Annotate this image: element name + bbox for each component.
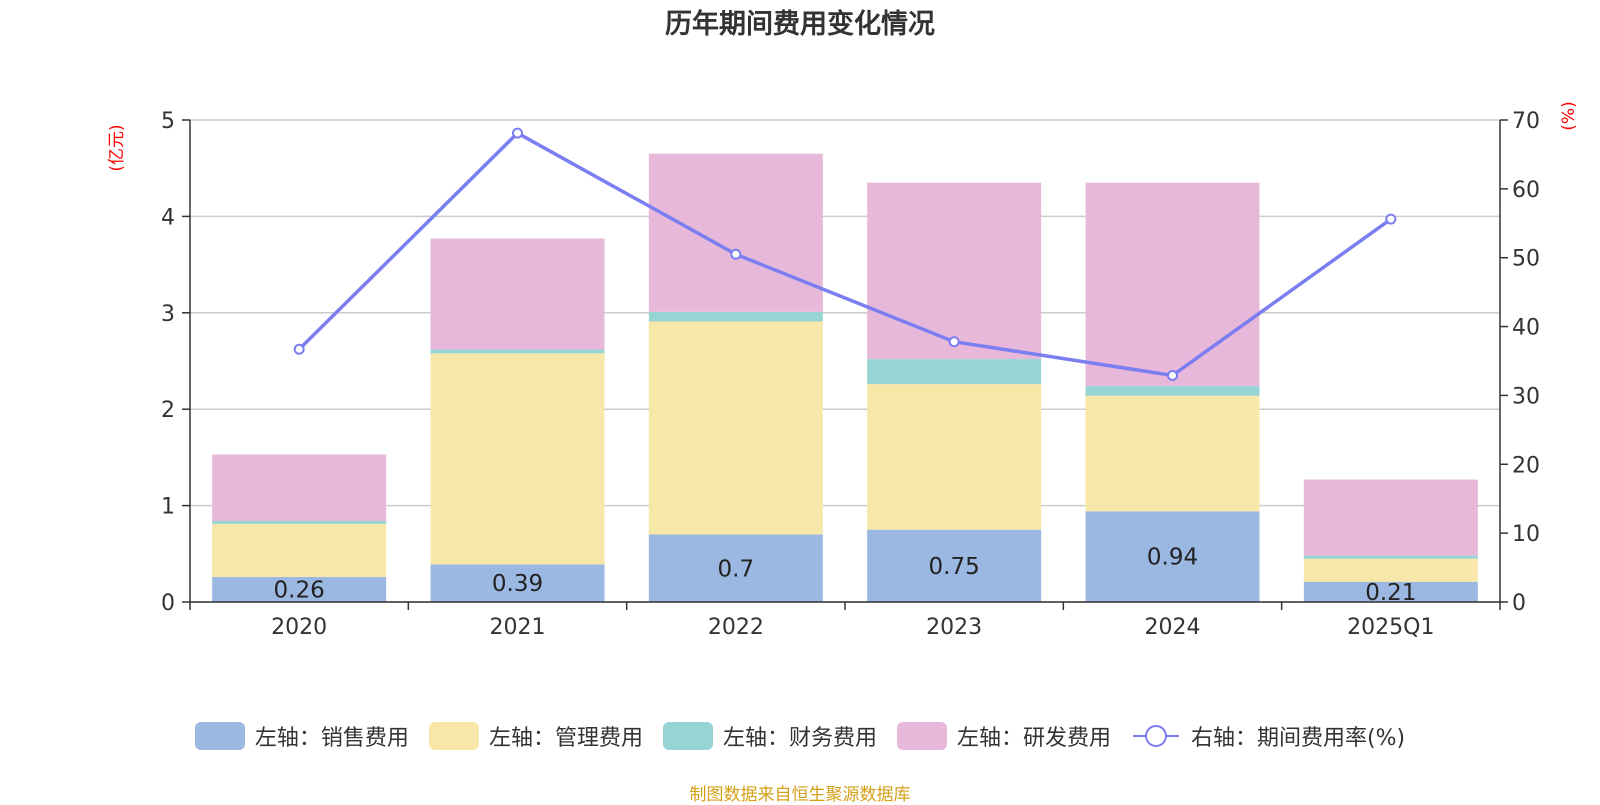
bar-admin — [867, 384, 1042, 530]
legend-label-expense-ratio: 右轴：期间费用率(%) — [1190, 726, 1406, 751]
legend-label-rnd: 左轴：研发费用 — [956, 726, 1111, 751]
right-axis-tick-label: 10 — [1512, 522, 1540, 547]
bar-rnd — [1085, 182, 1260, 387]
bar-data-label: 0.75 — [929, 554, 980, 580]
bar-rnd — [648, 153, 823, 312]
legend-label-finance: 左轴：财务费用 — [722, 726, 877, 751]
right-axis-tick-label: 60 — [1512, 178, 1540, 203]
bar-admin — [212, 523, 387, 577]
bar-rnd — [1303, 479, 1478, 556]
right-axis-tick-label: 50 — [1512, 247, 1540, 272]
bar-sales — [212, 576, 387, 602]
expense-ratio-point — [730, 248, 742, 260]
source-footer: 制图数据来自恒生聚源数据库 — [689, 785, 911, 805]
bar-admin — [430, 353, 605, 565]
right-axis-tick-label: 30 — [1512, 384, 1540, 409]
legend-item-finance[interactable]: 左轴：财务费用 — [662, 720, 877, 752]
chart-title: 历年期间费用变化情况 — [665, 9, 935, 40]
x-axis-tick-label: 2025Q1 — [1347, 615, 1434, 640]
bar-admin — [1085, 395, 1260, 512]
legend-label-admin: 左轴：管理费用 — [488, 726, 643, 751]
right-axis-tick-label: 70 — [1512, 109, 1540, 134]
legend-item-rnd[interactable]: 左轴：研发费用 — [896, 720, 1111, 752]
right-axis-tick-label: 20 — [1512, 453, 1540, 478]
legend-item-expense-ratio[interactable]: 右轴：期间费用率(%) — [1131, 720, 1405, 752]
legend-swatch-sales — [194, 722, 245, 750]
bar-sales — [1085, 511, 1260, 602]
x-axis-tick-label: 2022 — [708, 615, 764, 640]
bar-finance — [648, 311, 823, 322]
x-axis-tick-label: 2024 — [1145, 615, 1201, 640]
expense-ratio-point — [1385, 213, 1397, 225]
legend-swatch-rnd — [896, 722, 947, 750]
legend-line-marker-icon — [1132, 725, 1179, 747]
left-axis-tick-label: 0 — [161, 591, 175, 616]
x-axis-tick-label: 2021 — [490, 615, 546, 640]
chart-legend: 左轴：销售费用 左轴：管理费用 左轴：财务费用 左轴：研发费用 右轴：期间费用率… — [0, 720, 1600, 752]
bar-rnd — [867, 182, 1042, 360]
right-axis-tick-label: 40 — [1512, 316, 1540, 341]
left-axis-unit-label: (亿元) — [107, 124, 127, 171]
bar-finance — [867, 359, 1042, 385]
bar-sales — [430, 564, 605, 602]
legend-label-sales: 左轴：销售费用 — [254, 726, 409, 751]
x-axis-tick-label: 2023 — [926, 615, 982, 640]
left-axis-tick-label: 1 — [161, 495, 175, 520]
expense-ratio-point — [293, 343, 305, 355]
left-axis-tick-label: 2 — [161, 398, 175, 423]
bar-data-label: 0.94 — [1147, 545, 1198, 571]
bar-rnd — [212, 454, 387, 522]
expense-ratio-line — [297, 130, 1392, 378]
bar-admin — [648, 321, 823, 535]
legend-swatch-finance — [662, 722, 713, 750]
right-axis-tick-label: 0 — [1512, 591, 1526, 616]
expense-ratio-point — [1167, 369, 1178, 381]
bar-data-label: 0.39 — [492, 571, 543, 597]
expense-ratio-point — [512, 127, 523, 139]
bar-finance — [430, 349, 605, 354]
legend-item-sales[interactable]: 左轴：销售费用 — [194, 720, 409, 752]
x-axis-tick-label: 2020 — [271, 615, 327, 640]
bar-sales — [867, 529, 1042, 602]
bar-sales — [648, 534, 823, 602]
bar-finance — [1085, 386, 1260, 396]
bar-sales — [1303, 581, 1478, 602]
left-axis-tick-label: 3 — [161, 302, 175, 327]
bar-rnd — [430, 238, 605, 350]
expense-ratio-point — [948, 336, 960, 348]
bar-admin — [1303, 558, 1478, 582]
legend-item-admin[interactable]: 左轴：管理费用 — [428, 720, 643, 752]
left-axis-tick-label: 5 — [161, 109, 175, 134]
bar-finance — [1303, 555, 1478, 559]
right-axis-unit-label: (%) — [1559, 101, 1579, 130]
bar-data-label: 0.26 — [274, 577, 325, 603]
left-axis-tick-label: 4 — [161, 205, 175, 230]
bar-data-label: 0.7 — [718, 556, 755, 582]
bar-finance — [212, 521, 387, 524]
legend-swatch-admin — [428, 722, 479, 750]
